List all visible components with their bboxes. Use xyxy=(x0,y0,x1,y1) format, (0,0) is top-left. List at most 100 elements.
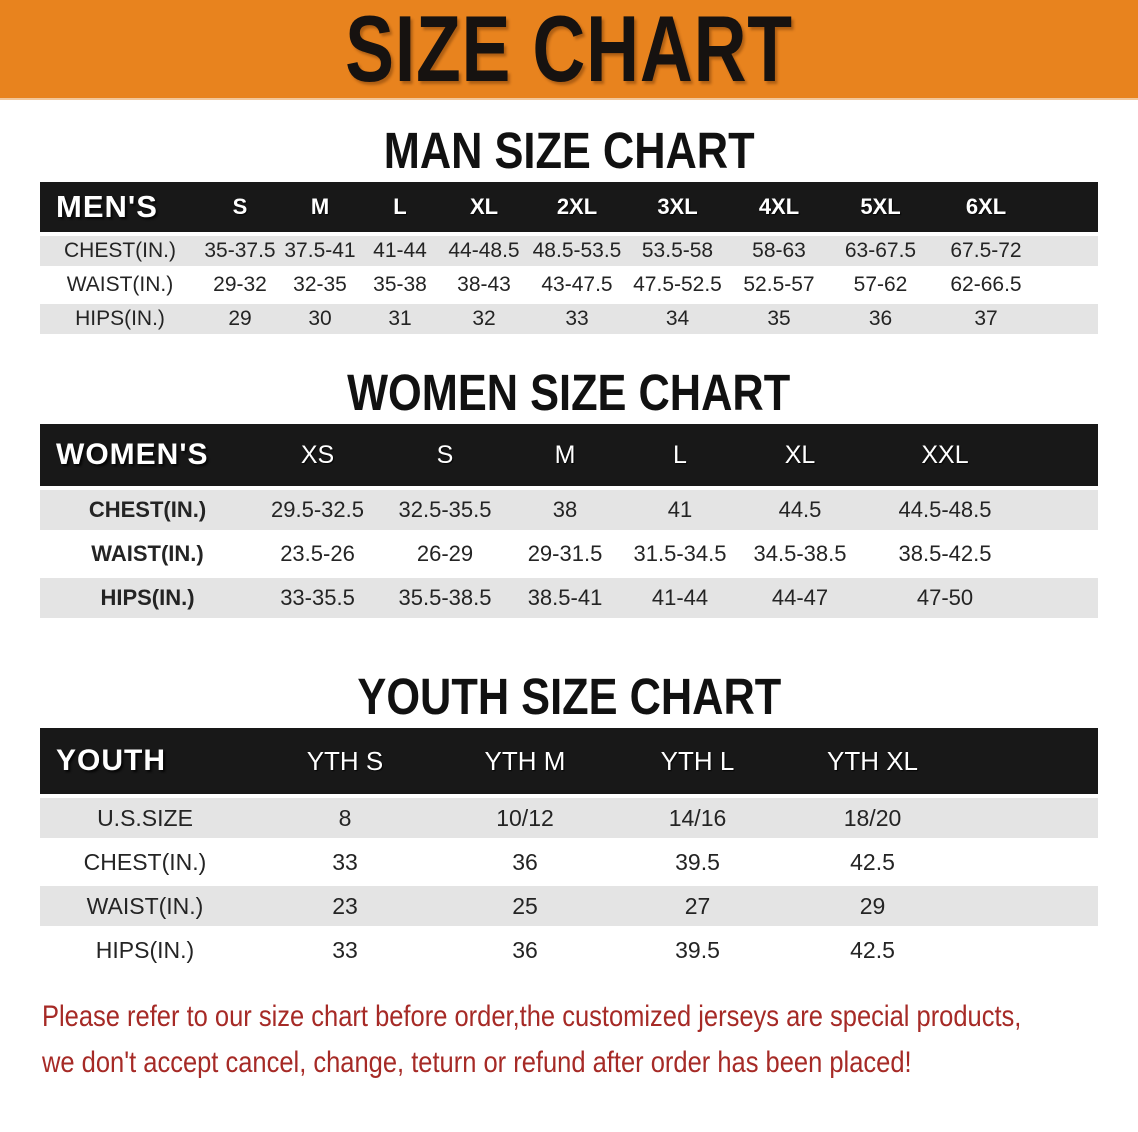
disclaimer-line-2: we don't accept cancel, change, teturn o… xyxy=(42,1046,912,1079)
youth-waist-row: WAIST(IN.) 23 25 27 29 xyxy=(40,886,1098,926)
row-label: HIPS(IN.) xyxy=(40,304,200,334)
youth-hips-row: HIPS(IN.) 33 36 39.5 42.5 xyxy=(40,930,1098,970)
size-cell: 38 xyxy=(510,490,620,530)
row-label: WAIST(IN.) xyxy=(40,886,250,926)
row-label: CHEST(IN.) xyxy=(40,236,200,266)
size-cell: 33 xyxy=(250,930,440,970)
size-cell: 58-63 xyxy=(729,236,829,266)
womens-waist-row: WAIST(IN.) 23.5-26 26-29 29-31.5 31.5-34… xyxy=(40,534,1098,574)
banner-title: SIZE CHART xyxy=(345,0,793,101)
table-filler-cell xyxy=(1040,182,1098,232)
size-cell: 38.5-42.5 xyxy=(860,534,1030,574)
size-cell: 44-47 xyxy=(740,578,860,618)
size-cell: 34 xyxy=(626,304,729,334)
man-size-chart-heading: MAN SIZE CHART xyxy=(0,124,1138,178)
size-cell: 63-67.5 xyxy=(829,236,932,266)
youth-chest-row: CHEST(IN.) 33 36 39.5 42.5 xyxy=(40,842,1098,882)
mens-header-row: MEN'S S M L XL 2XL 3XL 4XL 5XL 6XL xyxy=(40,182,1098,232)
size-cell: 57-62 xyxy=(829,270,932,300)
size-cell: 38-43 xyxy=(440,270,528,300)
table-filler-cell xyxy=(960,886,1098,926)
size-cell: 23.5-26 xyxy=(255,534,380,574)
size-cell: 36 xyxy=(440,930,610,970)
mens-chest-row: CHEST(IN.) 35-37.5 37.5-41 41-44 44-48.5… xyxy=(40,236,1098,266)
size-cell: 23 xyxy=(250,886,440,926)
youth-size-table: YOUTH YTH S YTH M YTH L YTH XL U.S.SIZE … xyxy=(40,724,1098,974)
table-filler-cell xyxy=(1030,534,1098,574)
womens-header-row: WOMEN'S XS S M L XL XXL xyxy=(40,424,1098,486)
mens-col-header: 5XL xyxy=(829,182,932,232)
size-cell: 18/20 xyxy=(785,798,960,838)
size-cell: 42.5 xyxy=(785,930,960,970)
mens-corner-label: MEN'S xyxy=(40,182,200,232)
mens-col-header: 2XL xyxy=(528,182,626,232)
womens-col-header: XS xyxy=(255,424,380,486)
youth-col-header: YTH XL xyxy=(785,728,960,794)
size-cell: 37 xyxy=(932,304,1040,334)
size-cell: 42.5 xyxy=(785,842,960,882)
size-cell: 35 xyxy=(729,304,829,334)
size-cell: 33 xyxy=(250,842,440,882)
mens-col-header: L xyxy=(360,182,440,232)
youth-size-chart-heading-text: YOUTH SIZE CHART xyxy=(357,668,781,725)
womens-col-header: S xyxy=(380,424,510,486)
size-cell: 35-38 xyxy=(360,270,440,300)
mens-size-table: MEN'S S M L XL 2XL 3XL 4XL 5XL 6XL CHEST… xyxy=(40,178,1098,338)
order-disclaimer: Please refer to our size chart before or… xyxy=(0,994,1138,1086)
size-cell: 67.5-72 xyxy=(932,236,1040,266)
table-filler-cell xyxy=(1030,578,1098,618)
womens-size-table: WOMEN'S XS S M L XL XXL CHEST(IN.) 29.5-… xyxy=(40,420,1098,622)
size-cell: 39.5 xyxy=(610,842,785,882)
size-cell: 38.5-41 xyxy=(510,578,620,618)
youth-col-header: YTH S xyxy=(250,728,440,794)
size-cell: 29-31.5 xyxy=(510,534,620,574)
womens-col-header: XXL xyxy=(860,424,1030,486)
size-cell: 44-48.5 xyxy=(440,236,528,266)
size-cell: 47-50 xyxy=(860,578,1030,618)
size-cell: 35-37.5 xyxy=(200,236,280,266)
size-cell: 30 xyxy=(280,304,360,334)
mens-waist-row: WAIST(IN.) 29-32 32-35 35-38 38-43 43-47… xyxy=(40,270,1098,300)
size-cell: 31 xyxy=(360,304,440,334)
size-cell: 41-44 xyxy=(620,578,740,618)
size-cell: 37.5-41 xyxy=(280,236,360,266)
table-filler-cell xyxy=(960,798,1098,838)
size-cell: 34.5-38.5 xyxy=(740,534,860,574)
table-filler-cell xyxy=(960,842,1098,882)
table-filler-cell xyxy=(1040,270,1098,300)
womens-col-header: XL xyxy=(740,424,860,486)
size-chart-banner: SIZE CHART xyxy=(0,0,1138,101)
table-filler-cell xyxy=(960,930,1098,970)
youth-ussize-row: U.S.SIZE 8 10/12 14/16 18/20 xyxy=(40,798,1098,838)
size-cell: 8 xyxy=(250,798,440,838)
youth-col-header: YTH L xyxy=(610,728,785,794)
mens-col-header: S xyxy=(200,182,280,232)
womens-chest-row: CHEST(IN.) 29.5-32.5 32.5-35.5 38 41 44.… xyxy=(40,490,1098,530)
mens-col-header: M xyxy=(280,182,360,232)
disclaimer-line-1: Please refer to our size chart before or… xyxy=(42,1000,1022,1033)
table-filler-cell xyxy=(1040,236,1098,266)
row-label: HIPS(IN.) xyxy=(40,578,255,618)
size-cell: 26-29 xyxy=(380,534,510,574)
mens-col-header: XL xyxy=(440,182,528,232)
women-size-chart-heading-text: WOMEN SIZE CHART xyxy=(347,364,791,421)
size-cell: 43-47.5 xyxy=(528,270,626,300)
size-cell: 14/16 xyxy=(610,798,785,838)
size-cell: 44.5-48.5 xyxy=(860,490,1030,530)
womens-hips-row: HIPS(IN.) 33-35.5 35.5-38.5 38.5-41 41-4… xyxy=(40,578,1098,618)
youth-col-header: YTH M xyxy=(440,728,610,794)
size-cell: 32 xyxy=(440,304,528,334)
size-cell: 10/12 xyxy=(440,798,610,838)
size-cell: 27 xyxy=(610,886,785,926)
size-cell: 29-32 xyxy=(200,270,280,300)
womens-col-header: L xyxy=(620,424,740,486)
size-cell: 32.5-35.5 xyxy=(380,490,510,530)
table-filler-cell xyxy=(1030,424,1098,486)
youth-header-row: YOUTH YTH S YTH M YTH L YTH XL xyxy=(40,728,1098,794)
size-cell: 29 xyxy=(785,886,960,926)
size-cell: 31.5-34.5 xyxy=(620,534,740,574)
size-cell: 48.5-53.5 xyxy=(528,236,626,266)
size-cell: 53.5-58 xyxy=(626,236,729,266)
youth-corner-label: YOUTH xyxy=(40,728,250,794)
womens-corner-label: WOMEN'S xyxy=(40,424,255,486)
